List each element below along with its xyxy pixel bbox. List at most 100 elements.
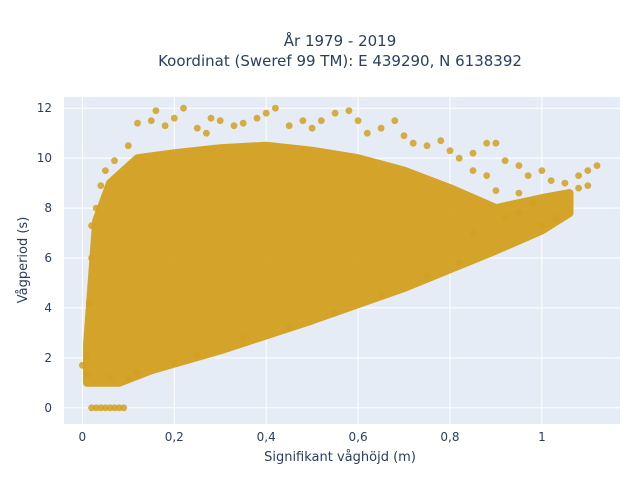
- scatter-point: [79, 361, 86, 369]
- scatter-point: [584, 182, 592, 190]
- chart-title-line-2: Koordinat (Sweref 99 TM): E 439290, N 61…: [158, 52, 522, 70]
- scatter-point: [515, 162, 523, 170]
- scatter-point: [216, 117, 224, 125]
- scatter-point: [400, 132, 408, 140]
- scatter-point: [469, 167, 477, 175]
- scatter-point: [409, 139, 417, 147]
- scatter-point: [345, 107, 353, 115]
- scatter-point: [147, 117, 155, 125]
- scatter-point: [124, 142, 132, 150]
- scatter-point: [391, 117, 399, 125]
- scatter-point: [584, 167, 592, 175]
- scatter-point: [363, 129, 371, 137]
- scatter-point: [538, 167, 546, 175]
- scatter-point: [92, 204, 100, 212]
- scatter-point: [377, 292, 385, 299]
- scatter-point: [575, 184, 582, 192]
- scatter-point: [88, 222, 95, 230]
- scatter-point: [469, 229, 477, 237]
- scatter-point: [253, 114, 261, 122]
- scatter-point: [170, 114, 178, 122]
- scatter-point: [161, 122, 169, 130]
- scatter-point: [547, 177, 555, 185]
- x-tick-label: 1: [538, 430, 546, 444]
- scatter-point: [501, 214, 509, 222]
- scatter-point: [455, 154, 463, 162]
- scatter-point: [134, 369, 141, 377]
- scatter-point: [483, 139, 491, 147]
- scatter-point: [152, 107, 160, 115]
- scatter-point: [239, 119, 247, 127]
- scatter-point: [446, 147, 454, 155]
- scatter-point: [180, 104, 187, 112]
- y-axis-title: Vågperiod (s): [16, 217, 31, 304]
- scatter-point: [299, 117, 307, 125]
- scatter-point: [354, 117, 362, 125]
- scatter-point: [501, 157, 509, 165]
- scatter-point: [575, 172, 582, 180]
- scatter-point: [170, 359, 178, 367]
- y-tick-label: 2: [44, 351, 52, 365]
- chart-title-line-1: År 1979 - 2019: [284, 31, 397, 50]
- scatter-point: [111, 157, 118, 165]
- scatter-point: [120, 404, 128, 412]
- scatter-point: [285, 122, 293, 130]
- scatter-point: [83, 352, 91, 359]
- scatter-point: [285, 324, 293, 332]
- y-tick-label: 4: [44, 301, 52, 315]
- scatter-point: [515, 209, 523, 217]
- y-tick-label: 12: [37, 101, 52, 115]
- scatter-points: [79, 104, 601, 412]
- scatter-point: [524, 172, 532, 180]
- scatter-point: [317, 117, 325, 125]
- x-tick-label: 0,4: [257, 430, 276, 444]
- scatter-point: [515, 189, 523, 197]
- y-tick-label: 10: [37, 151, 52, 165]
- scatter-point: [193, 352, 201, 359]
- y-tick-label: 6: [44, 251, 52, 265]
- scatter-point: [377, 124, 385, 132]
- scatter-point: [85, 299, 93, 307]
- scatter-point: [423, 272, 431, 279]
- scatter-point: [308, 124, 316, 132]
- scatter-point: [331, 109, 339, 117]
- y-tick-label: 8: [44, 201, 52, 215]
- scatter-point: [207, 114, 215, 122]
- scatter-point: [331, 309, 339, 317]
- scatter-point: [437, 137, 445, 145]
- scatter-point: [561, 179, 569, 187]
- x-tick-label: 0,2: [165, 430, 184, 444]
- scatter-point: [469, 149, 477, 157]
- x-tick-label: 0: [79, 430, 87, 444]
- scatter-point: [538, 222, 546, 230]
- scatter-point: [492, 187, 500, 195]
- scatter-point: [262, 109, 270, 117]
- dense-region-mark: [83, 141, 574, 387]
- scatter-point: [239, 334, 247, 342]
- scatter-point: [83, 371, 91, 379]
- scatter-point: [134, 119, 141, 127]
- scatter-point: [88, 254, 95, 262]
- dense-point-cloud: [83, 141, 574, 387]
- scatter-point: [483, 172, 491, 180]
- scatter-point: [593, 162, 601, 170]
- scatter-point: [106, 374, 114, 382]
- x-tick-label: 0,8: [440, 430, 459, 444]
- scatter-point: [230, 122, 238, 130]
- scatter-point: [124, 374, 132, 382]
- scatter-point: [203, 129, 210, 137]
- scatter-point: [102, 167, 109, 175]
- x-axis-title: Signifikant våghöjd (m): [264, 450, 416, 465]
- scatter-point: [97, 182, 105, 190]
- scatter-point: [552, 214, 560, 222]
- scatter-point: [272, 104, 279, 112]
- x-tick-label: 0,6: [349, 430, 368, 444]
- scatter-point: [423, 142, 431, 150]
- scatter-point: [492, 139, 500, 147]
- scatter-point: [455, 259, 463, 267]
- scatter-point: [529, 199, 537, 207]
- scatter-point: [193, 124, 201, 132]
- y-tick-label: 0: [44, 401, 52, 415]
